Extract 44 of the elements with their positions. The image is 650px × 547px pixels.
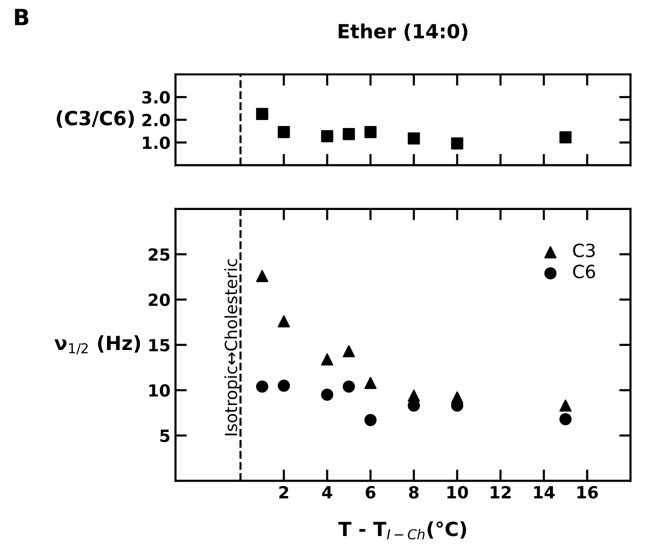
point xyxy=(278,315,290,328)
y-tick-label: 20 xyxy=(148,294,170,306)
point xyxy=(278,126,290,138)
point xyxy=(559,413,572,426)
y-tick-label: 10 xyxy=(149,384,170,397)
y-tick-label: 15 xyxy=(149,339,170,352)
legend-label: C6 xyxy=(573,264,596,278)
ref-line-label: Isotropic↔Cholesteric xyxy=(224,259,240,436)
point xyxy=(451,137,464,150)
chart-title: Ether (14:0) xyxy=(338,24,468,41)
y-tick-label: 2.0 xyxy=(142,114,170,126)
point xyxy=(342,128,355,140)
y-tick-label: 25 xyxy=(148,248,170,261)
point xyxy=(278,380,290,392)
x-tick-label: 6 xyxy=(366,486,376,499)
text: B xyxy=(15,8,28,26)
point xyxy=(342,380,355,393)
legend-label: C3 xyxy=(573,244,595,258)
x-tick-label: 14 xyxy=(534,486,555,498)
point xyxy=(256,270,268,282)
x-tick-label: 2 xyxy=(279,486,288,498)
x-axis-title: T - T$_{I−Ch}$(°C) xyxy=(338,521,466,540)
point xyxy=(364,376,377,390)
x-tick-label: 8 xyxy=(409,486,419,499)
x-tick-label: 12 xyxy=(490,486,511,498)
y-axis-title: (C3/C6) xyxy=(56,110,134,128)
y-tick-label: 1.0 xyxy=(142,136,170,150)
point xyxy=(321,388,334,401)
y-tick-label: 3.0 xyxy=(142,91,170,104)
point xyxy=(364,414,377,426)
point xyxy=(559,400,572,412)
y-axis-title: ν$_{1/2}$ (Hz) xyxy=(54,335,140,354)
point xyxy=(256,380,268,393)
point xyxy=(321,130,334,142)
y-tick-label: 5 xyxy=(160,430,170,442)
point xyxy=(342,345,355,358)
x-tick-label: 4 xyxy=(322,486,332,498)
point xyxy=(559,131,572,144)
point xyxy=(364,126,377,138)
x-tick-label: 10 xyxy=(447,486,468,499)
x-tick-label: 16 xyxy=(577,486,598,499)
point xyxy=(408,132,420,144)
point xyxy=(256,108,268,120)
point xyxy=(321,353,334,366)
